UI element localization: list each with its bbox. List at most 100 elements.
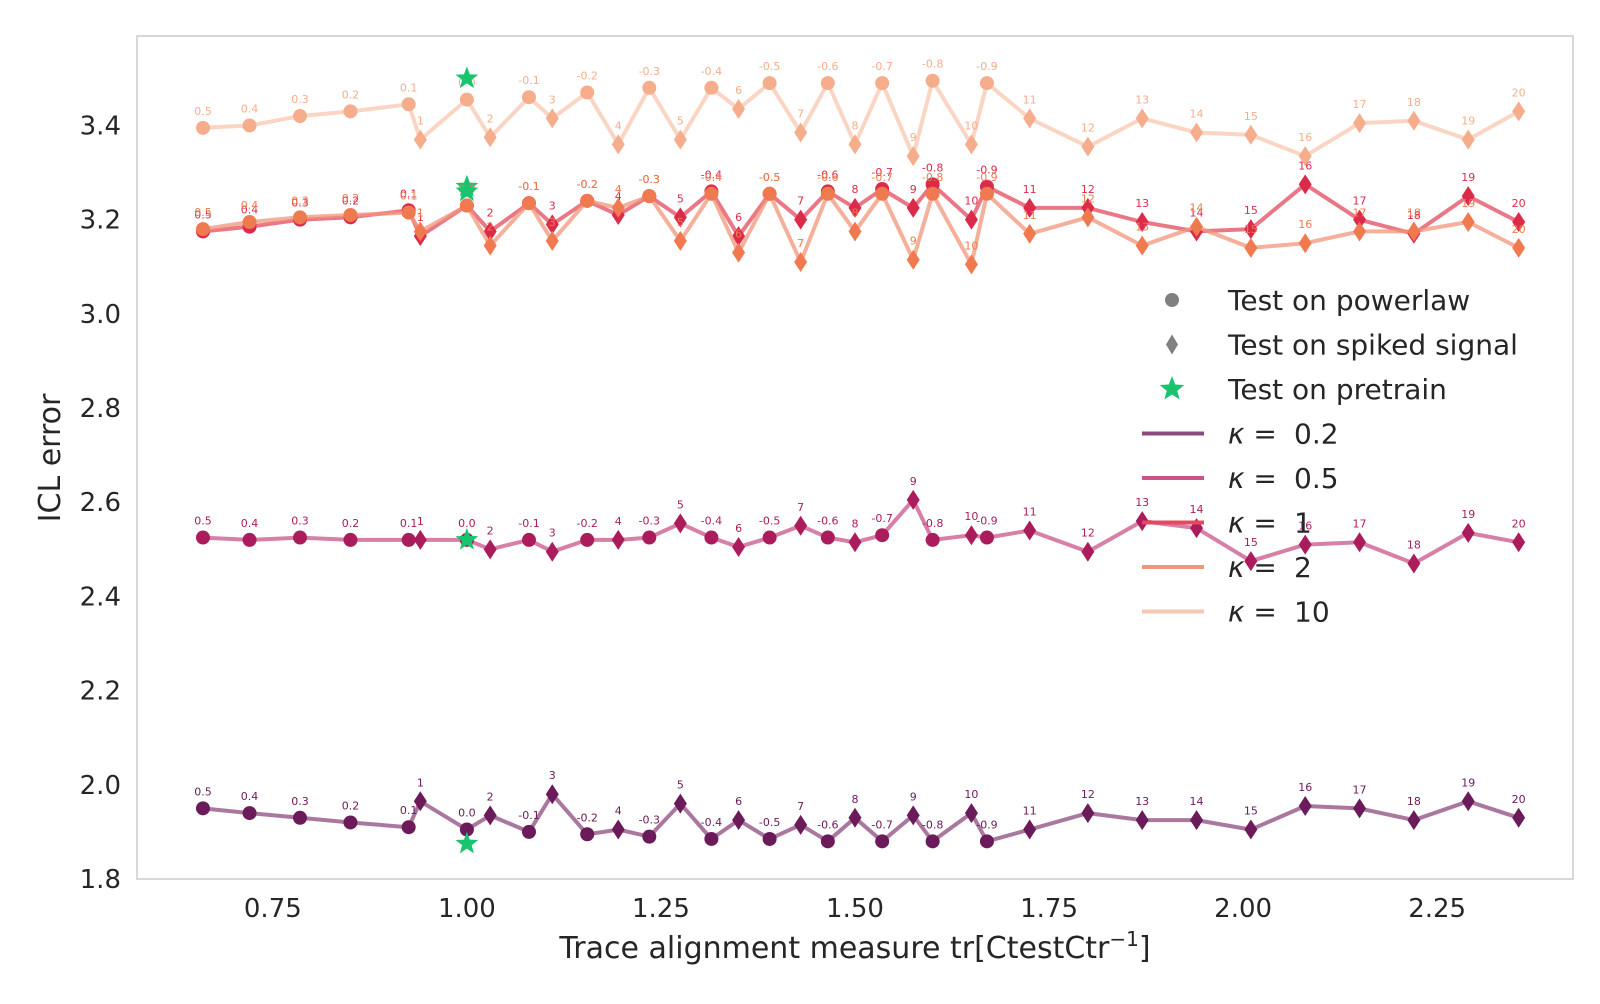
y-axis-title: ICL error xyxy=(33,393,68,522)
series-0-spiked-label: 10 xyxy=(964,788,978,801)
series-0-powerlaw-point xyxy=(979,834,994,849)
x-tick-label: 0.75 xyxy=(244,894,302,924)
series-3-spiked-label: 1 xyxy=(417,206,424,219)
series-0-powerlaw-label: 0.5 xyxy=(194,785,212,798)
series-4-spiked-point xyxy=(1461,129,1475,150)
series-4-spiked-point xyxy=(483,127,497,148)
series-1-powerlaw-point xyxy=(875,528,890,543)
series-0-spiked-point xyxy=(964,803,978,824)
series-4-spiked-point xyxy=(732,98,746,119)
series-0-spiked-point xyxy=(1244,819,1258,840)
series-0-spiked-point xyxy=(545,784,559,805)
x-tick-label: 1.00 xyxy=(438,894,496,924)
series-0-spiked-point xyxy=(1407,810,1421,831)
series-4-powerlaw-point xyxy=(521,90,536,105)
series-0-spiked-point xyxy=(1023,819,1037,840)
series-0-group: 0.5 0.4 0.3 0.2 0.1 1 0.0 2 -0.1 3 -0.2 4 -0.3 5 -0.4 6… xyxy=(194,769,1526,854)
series-1-spiked-label: 2 xyxy=(487,524,494,537)
series-0-powerlaw-point xyxy=(704,831,719,846)
series-1-spiked-label: 3 xyxy=(549,527,556,540)
series-0-spiked-label: 16 xyxy=(1298,781,1312,794)
series-0-spiked-label: 12 xyxy=(1081,788,1095,801)
series-2-spiked-label: 2 xyxy=(487,206,494,219)
legend-circle-marker xyxy=(1165,293,1179,307)
series-3-spiked-label: 6 xyxy=(735,228,742,241)
series-2-powerlaw-label: -0.8 xyxy=(922,161,943,174)
series-1-powerlaw-label: -0.5 xyxy=(759,515,780,528)
series-4-powerlaw-label: -0.5 xyxy=(759,60,780,73)
series-1-spiked-label: 18 xyxy=(1407,538,1421,551)
series-1-spiked-point xyxy=(1081,541,1095,562)
series-2-spiked-point xyxy=(906,197,920,218)
series-0-spiked-label: 18 xyxy=(1407,795,1421,808)
series-2-spiked-point xyxy=(848,197,862,218)
series-3-powerlaw-point xyxy=(195,222,210,237)
series-4-spiked-label: 5 xyxy=(677,115,684,128)
legend-kappa-prefix: κ = xyxy=(1228,596,1277,629)
series-4-spiked-label: 2 xyxy=(487,112,494,125)
series-1-spiked-point xyxy=(964,525,978,546)
x-tick-label: 1.50 xyxy=(826,894,884,924)
series-1-spiked-point xyxy=(1353,532,1367,553)
series-0-powerlaw-point xyxy=(521,824,536,839)
legend-kappa-value: 0.2 xyxy=(1294,418,1339,451)
legend-label: Test on powerlaw xyxy=(1227,284,1470,317)
series-0-spiked-label: 5 xyxy=(677,779,684,792)
series-2-powerlaw-label: 0.5 xyxy=(194,208,212,221)
series-2-spiked-point xyxy=(545,214,559,235)
series-1-powerlaw-label: -0.1 xyxy=(518,517,539,530)
series-3-spiked-point xyxy=(1135,235,1149,256)
series-0-spiked-point xyxy=(1512,807,1526,828)
series-3-spiked-point xyxy=(1190,216,1204,237)
series-1-spiked-label: 5 xyxy=(677,498,684,511)
series-3-spiked-point xyxy=(413,221,427,242)
series-3-powerlaw-point xyxy=(979,186,994,201)
series-1-powerlaw-point xyxy=(642,530,657,545)
series-4-spiked-point xyxy=(848,134,862,155)
series-0-powerlaw-point xyxy=(293,810,308,825)
series-4-powerlaw-point xyxy=(875,76,890,91)
legend-kappa-value: 10 xyxy=(1294,596,1330,629)
series-1-spiked-point xyxy=(1512,532,1526,553)
series-0-powerlaw-label: -0.1 xyxy=(518,809,539,822)
series-3-spiked-point xyxy=(1407,221,1421,242)
series-3-spiked-point xyxy=(545,230,559,251)
series-3-powerlaw-label: -0.6 xyxy=(817,171,838,184)
series-1-spiked-label: 20 xyxy=(1512,517,1526,530)
y-tick-label: 2.4 xyxy=(80,582,121,612)
series-0-spiked-point xyxy=(673,793,687,814)
series-2-powerlaw-label: 0.3 xyxy=(291,197,309,210)
series-0-spiked-label: 20 xyxy=(1512,793,1526,806)
series-3-spiked-point xyxy=(906,249,920,270)
series-0-spiked-point xyxy=(1135,810,1149,831)
series-4-spiked-point xyxy=(906,146,920,167)
series-3-powerlaw-label: -0.7 xyxy=(871,171,892,184)
series-4-spiked-point xyxy=(1244,124,1258,145)
series-1-powerlaw-point xyxy=(401,532,416,547)
series-0-powerlaw-label: 0.0 xyxy=(458,807,476,820)
series-2-powerlaw-label: -0.7 xyxy=(871,166,892,179)
series-4-spiked-label: 12 xyxy=(1081,122,1095,135)
series-1-powerlaw-label: -0.7 xyxy=(871,512,892,525)
series-3-spiked-point xyxy=(1512,237,1526,258)
series-4-spiked-label: 15 xyxy=(1244,110,1258,123)
series-4-spiked-point xyxy=(545,108,559,129)
series-0-spiked-label: 7 xyxy=(797,800,804,813)
series-1-powerlaw-label: -0.6 xyxy=(817,515,838,528)
series-2-spiked-point xyxy=(673,207,687,228)
series-3-spiked-point xyxy=(794,252,808,273)
series-4-spiked-label: 16 xyxy=(1298,131,1312,144)
series-2-spiked-point xyxy=(964,209,978,230)
series-0-spiked-point xyxy=(848,807,862,828)
series-4-spiked-point xyxy=(611,134,625,155)
series-0-powerlaw-label: -0.5 xyxy=(759,816,780,829)
series-2-powerlaw-label: -0.5 xyxy=(759,171,780,184)
series-1-spiked-label: 19 xyxy=(1461,508,1475,521)
series-1-spiked-label: 1 xyxy=(417,515,424,528)
series-4-spiked-label: 9 xyxy=(910,131,917,144)
series-3-spiked-label: 12 xyxy=(1081,192,1095,205)
series-0-spiked-point xyxy=(1298,796,1312,817)
series-1-spiked-point xyxy=(848,532,862,553)
series-4-spiked-point xyxy=(673,129,687,150)
